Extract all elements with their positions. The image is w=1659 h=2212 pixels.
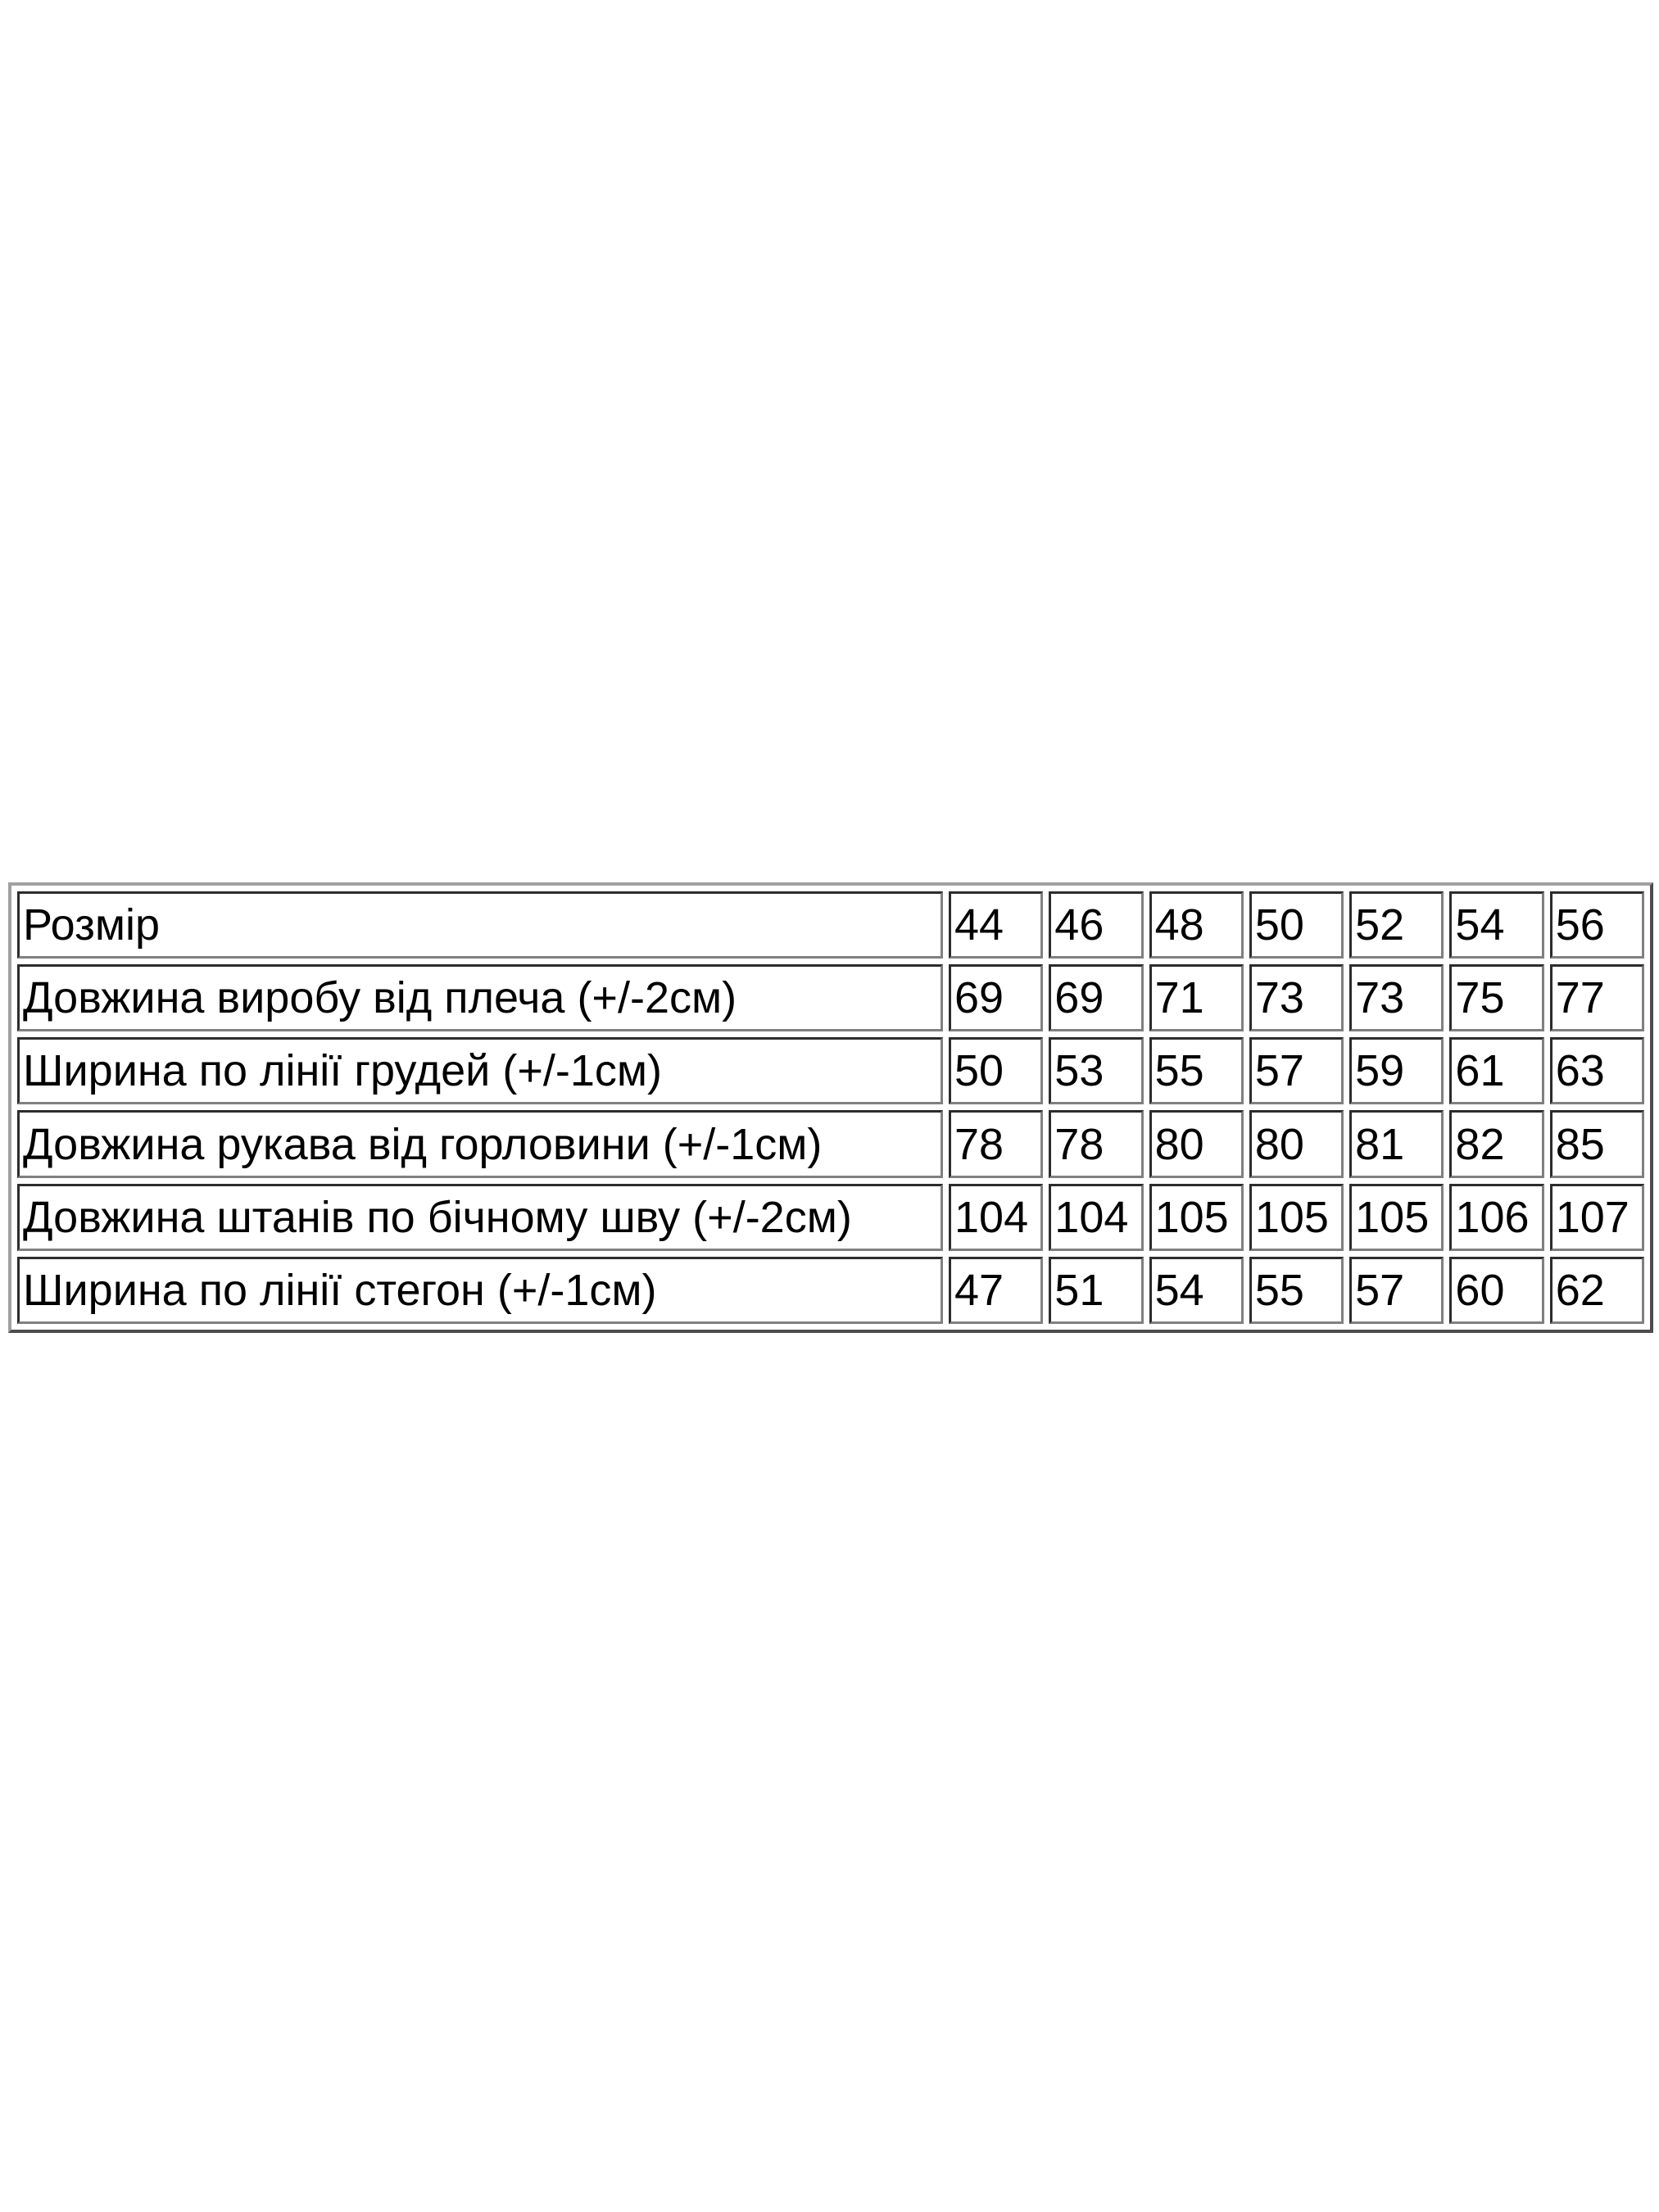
cell-value: 81 (1349, 1110, 1444, 1178)
cell-value: 59 (1349, 1037, 1444, 1105)
cell-value: 50 (949, 1037, 1044, 1105)
cell-value: 55 (1149, 1037, 1244, 1105)
cell-value: 53 (1049, 1037, 1144, 1105)
row-label: Довжина рукава від горловини (+/-1см) (17, 1110, 943, 1178)
cell-value: 52 (1349, 891, 1444, 959)
cell-value: 44 (949, 891, 1044, 959)
cell-value: 80 (1149, 1110, 1244, 1178)
table-row: Довжина штанів по бічному шву (+/-2см) 10… (17, 1183, 1644, 1251)
cell-value: 55 (1249, 1256, 1344, 1324)
cell-value: 105 (1249, 1183, 1344, 1251)
cell-value: 48 (1149, 891, 1244, 959)
table-row: Довжина рукава від горловини (+/-1см) 78 7… (17, 1110, 1644, 1178)
cell-value: 47 (949, 1256, 1044, 1324)
cell-value: 69 (1049, 964, 1144, 1032)
cell-value: 104 (1049, 1183, 1144, 1251)
cell-value: 57 (1249, 1037, 1344, 1105)
row-label: Розмір (17, 891, 943, 959)
cell-value: 80 (1249, 1110, 1344, 1178)
cell-value: 63 (1549, 1037, 1644, 1105)
row-label: Ширина по лінії грудей (+/-1см) (17, 1037, 943, 1105)
cell-value: 62 (1549, 1256, 1644, 1324)
cell-value: 57 (1349, 1256, 1444, 1324)
cell-value: 73 (1349, 964, 1444, 1032)
cell-value: 54 (1149, 1256, 1244, 1324)
cell-value: 78 (949, 1110, 1044, 1178)
table-row: Ширина по лінії грудей (+/-1см) 50 53 55 57 5… (17, 1037, 1644, 1105)
header-row: Розмір 44 46 48 50 52 54 56 (17, 891, 1644, 959)
table-row: Довжина виробу від плеча (+/-2см) 69 69 71 7… (17, 964, 1644, 1032)
row-label: Довжина виробу від плеча (+/-2см) (17, 964, 943, 1032)
cell-value: 60 (1449, 1256, 1544, 1324)
cell-value: 105 (1349, 1183, 1444, 1251)
cell-value: 85 (1549, 1110, 1644, 1178)
size-chart-table: Розмір 44 46 48 50 52 54 56 Довжина виробу від п… (8, 882, 1653, 1333)
cell-value: 75 (1449, 964, 1544, 1032)
cell-value: 69 (949, 964, 1044, 1032)
row-label: Довжина штанів по бічному шву (+/-2см) (17, 1183, 943, 1251)
cell-value: 73 (1249, 964, 1344, 1032)
cell-value: 71 (1149, 964, 1244, 1032)
table-row: Ширина по лінії стегон (+/-1см) 47 51 54 55 5… (17, 1256, 1644, 1324)
cell-value: 106 (1449, 1183, 1544, 1251)
cell-value: 107 (1549, 1183, 1644, 1251)
cell-value: 77 (1549, 964, 1644, 1032)
cell-value: 56 (1549, 891, 1644, 959)
cell-value: 50 (1249, 891, 1344, 959)
cell-value: 82 (1449, 1110, 1544, 1178)
row-label: Ширина по лінії стегон (+/-1см) (17, 1256, 943, 1324)
cell-value: 61 (1449, 1037, 1544, 1105)
cell-value: 54 (1449, 891, 1544, 959)
cell-value: 46 (1049, 891, 1144, 959)
cell-value: 51 (1049, 1256, 1144, 1324)
cell-value: 78 (1049, 1110, 1144, 1178)
cell-value: 104 (949, 1183, 1044, 1251)
cell-value: 105 (1149, 1183, 1244, 1251)
